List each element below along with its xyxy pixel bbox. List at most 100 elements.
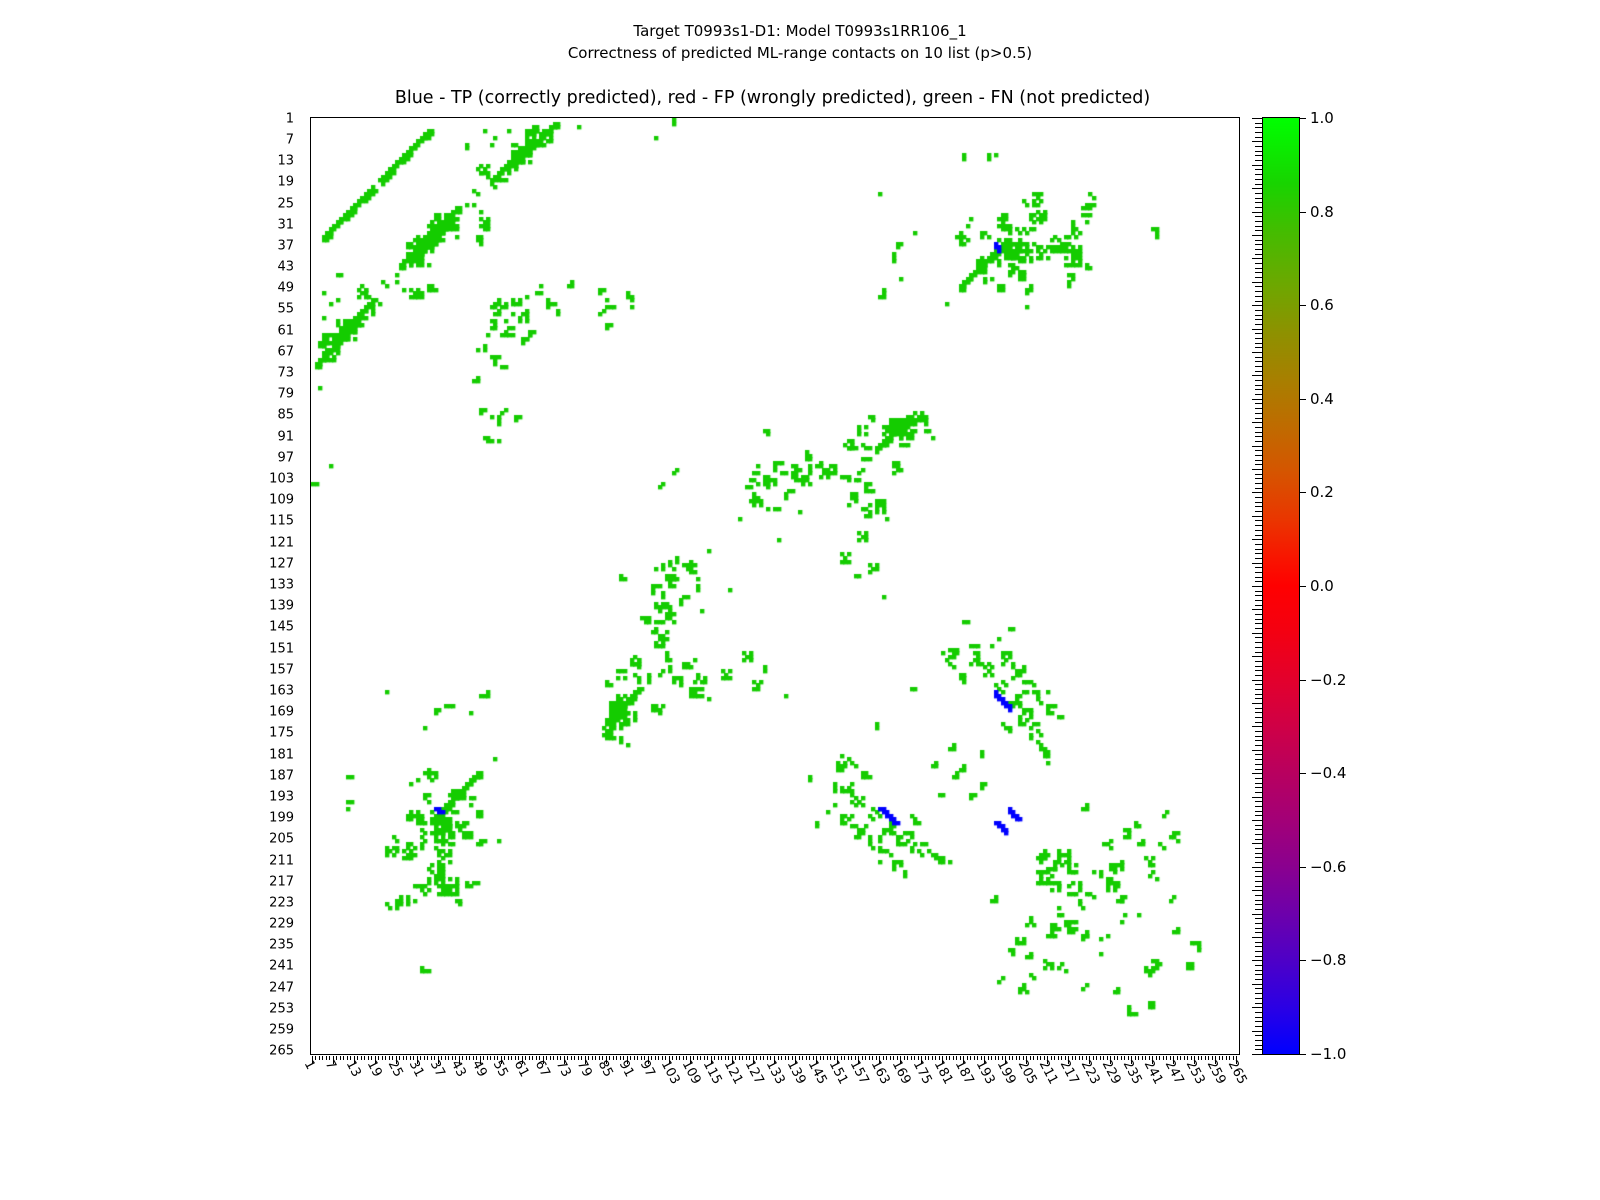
x-minor-tick bbox=[423, 1056, 425, 1060]
x-minor-tick bbox=[682, 1056, 684, 1060]
x-minor-tick bbox=[910, 1056, 912, 1060]
x-minor-tick bbox=[399, 1056, 401, 1060]
colorbar-minor-tick bbox=[1252, 281, 1262, 283]
x-minor-tick bbox=[427, 1056, 429, 1060]
colorbar-minor-tick bbox=[1255, 202, 1262, 204]
y-tick-label: 205 bbox=[269, 831, 294, 847]
y-tick-label: 25 bbox=[277, 196, 294, 212]
x-minor-tick bbox=[532, 1056, 534, 1060]
x-minor-tick bbox=[924, 1056, 926, 1060]
x-major-tick bbox=[416, 1056, 418, 1064]
x-major-tick bbox=[374, 1056, 376, 1064]
colorbar-minor-tick bbox=[1255, 1002, 1262, 1004]
colorbar-minor-tick bbox=[1255, 553, 1262, 555]
y-tick-label: 253 bbox=[269, 1001, 294, 1017]
x-minor-tick bbox=[444, 1056, 446, 1060]
y-tick-label: 115 bbox=[269, 513, 294, 529]
colorbar-minor-tick bbox=[1255, 1016, 1262, 1018]
x-tick-label: 31 bbox=[405, 1058, 427, 1080]
x-minor-tick bbox=[476, 1056, 478, 1060]
colorbar-minor-tick bbox=[1255, 698, 1262, 700]
colorbar-minor-tick bbox=[1255, 478, 1262, 480]
x-minor-tick bbox=[756, 1056, 758, 1060]
colorbar-minor-tick bbox=[1252, 632, 1262, 634]
colorbar-minor-tick bbox=[1255, 894, 1262, 896]
x-tick-label: 55 bbox=[489, 1058, 511, 1080]
colorbar-minor-tick bbox=[1255, 440, 1262, 442]
colorbar-minor-tick bbox=[1255, 534, 1262, 536]
x-minor-tick bbox=[868, 1056, 870, 1060]
x-minor-tick bbox=[1029, 1056, 1031, 1060]
colorbar-minor-tick bbox=[1255, 731, 1262, 733]
x-major-tick bbox=[1068, 1056, 1070, 1064]
x-major-tick bbox=[1152, 1056, 1154, 1064]
x-tick-label: 7 bbox=[321, 1058, 339, 1073]
x-tick-label: 187 bbox=[951, 1058, 977, 1087]
x-minor-tick bbox=[448, 1056, 450, 1060]
colorbar-minor-tick bbox=[1255, 862, 1262, 864]
x-minor-tick bbox=[686, 1056, 688, 1060]
x-minor-tick bbox=[745, 1056, 747, 1060]
colorbar-minor-tick bbox=[1255, 768, 1262, 770]
colorbar-minor-tick bbox=[1255, 1021, 1262, 1023]
colorbar-minor-tick bbox=[1255, 628, 1262, 630]
x-minor-tick bbox=[1057, 1056, 1059, 1060]
x-minor-tick bbox=[1033, 1056, 1035, 1060]
x-tick-label: 253 bbox=[1182, 1058, 1208, 1087]
y-tick-label: 259 bbox=[269, 1022, 294, 1038]
y-tick-label: 235 bbox=[269, 937, 294, 953]
x-minor-tick bbox=[367, 1056, 369, 1060]
x-major-tick bbox=[521, 1056, 523, 1064]
x-minor-tick bbox=[679, 1056, 681, 1060]
x-tick-label: 235 bbox=[1119, 1058, 1145, 1087]
colorbar-gradient bbox=[1262, 117, 1300, 1055]
x-minor-tick bbox=[556, 1056, 558, 1060]
colorbar-minor-tick bbox=[1255, 431, 1262, 433]
x-minor-tick bbox=[549, 1056, 551, 1060]
colorbar-minor-tick bbox=[1255, 370, 1262, 372]
colorbar-minor-tick bbox=[1255, 1044, 1262, 1046]
colorbar-minor-tick bbox=[1255, 829, 1262, 831]
x-minor-tick bbox=[518, 1056, 520, 1060]
x-tick-label: 109 bbox=[678, 1058, 704, 1087]
colorbar-tick-label: 0.2 bbox=[1310, 483, 1334, 502]
x-tick-label: 49 bbox=[468, 1058, 490, 1080]
colorbar-minor-tick bbox=[1255, 614, 1262, 616]
colorbar-minor-tick bbox=[1255, 581, 1262, 583]
colorbar-minor-tick bbox=[1255, 122, 1262, 124]
colorbar-minor-tick bbox=[1252, 328, 1262, 330]
x-minor-tick bbox=[893, 1056, 895, 1060]
x-major-tick bbox=[542, 1056, 544, 1064]
colorbar-minor-tick bbox=[1252, 422, 1262, 424]
x-major-tick bbox=[921, 1056, 923, 1064]
y-tick-label: 121 bbox=[269, 535, 294, 551]
x-minor-tick bbox=[514, 1056, 516, 1060]
x-tick-label: 223 bbox=[1077, 1058, 1103, 1087]
x-minor-tick bbox=[420, 1056, 422, 1060]
x-minor-tick bbox=[1166, 1056, 1168, 1060]
x-minor-tick bbox=[819, 1056, 821, 1060]
x-minor-tick bbox=[595, 1056, 597, 1060]
contact-map-plot[interactable] bbox=[310, 117, 1240, 1055]
x-minor-tick bbox=[1008, 1056, 1010, 1060]
x-minor-tick bbox=[1229, 1056, 1231, 1060]
colorbar-minor-tick bbox=[1252, 375, 1262, 377]
x-minor-tick bbox=[696, 1056, 698, 1060]
x-minor-tick bbox=[952, 1056, 954, 1060]
x-minor-tick bbox=[616, 1056, 618, 1060]
x-minor-tick bbox=[717, 1056, 719, 1060]
colorbar-tick-label: −1.0 bbox=[1310, 1045, 1347, 1063]
y-tick-label: 85 bbox=[277, 407, 294, 423]
colorbar-minor-tick bbox=[1255, 384, 1262, 386]
colorbar-minor-tick bbox=[1252, 235, 1262, 236]
x-tick-label: 67 bbox=[531, 1058, 553, 1080]
colorbar-minor-tick bbox=[1255, 473, 1262, 475]
colorbar-tick-label: −0.8 bbox=[1310, 951, 1347, 970]
x-minor-tick bbox=[1064, 1056, 1066, 1060]
colorbar-minor-tick bbox=[1255, 754, 1262, 756]
y-tick-label: 13 bbox=[277, 153, 294, 169]
colorbar-minor-tick bbox=[1255, 1011, 1262, 1013]
x-minor-tick bbox=[581, 1056, 583, 1060]
colorbar-minor-tick bbox=[1255, 525, 1262, 527]
figure-suptitle: Target T0993s1-D1: Model T0993s1RR106_1 … bbox=[0, 20, 1600, 64]
